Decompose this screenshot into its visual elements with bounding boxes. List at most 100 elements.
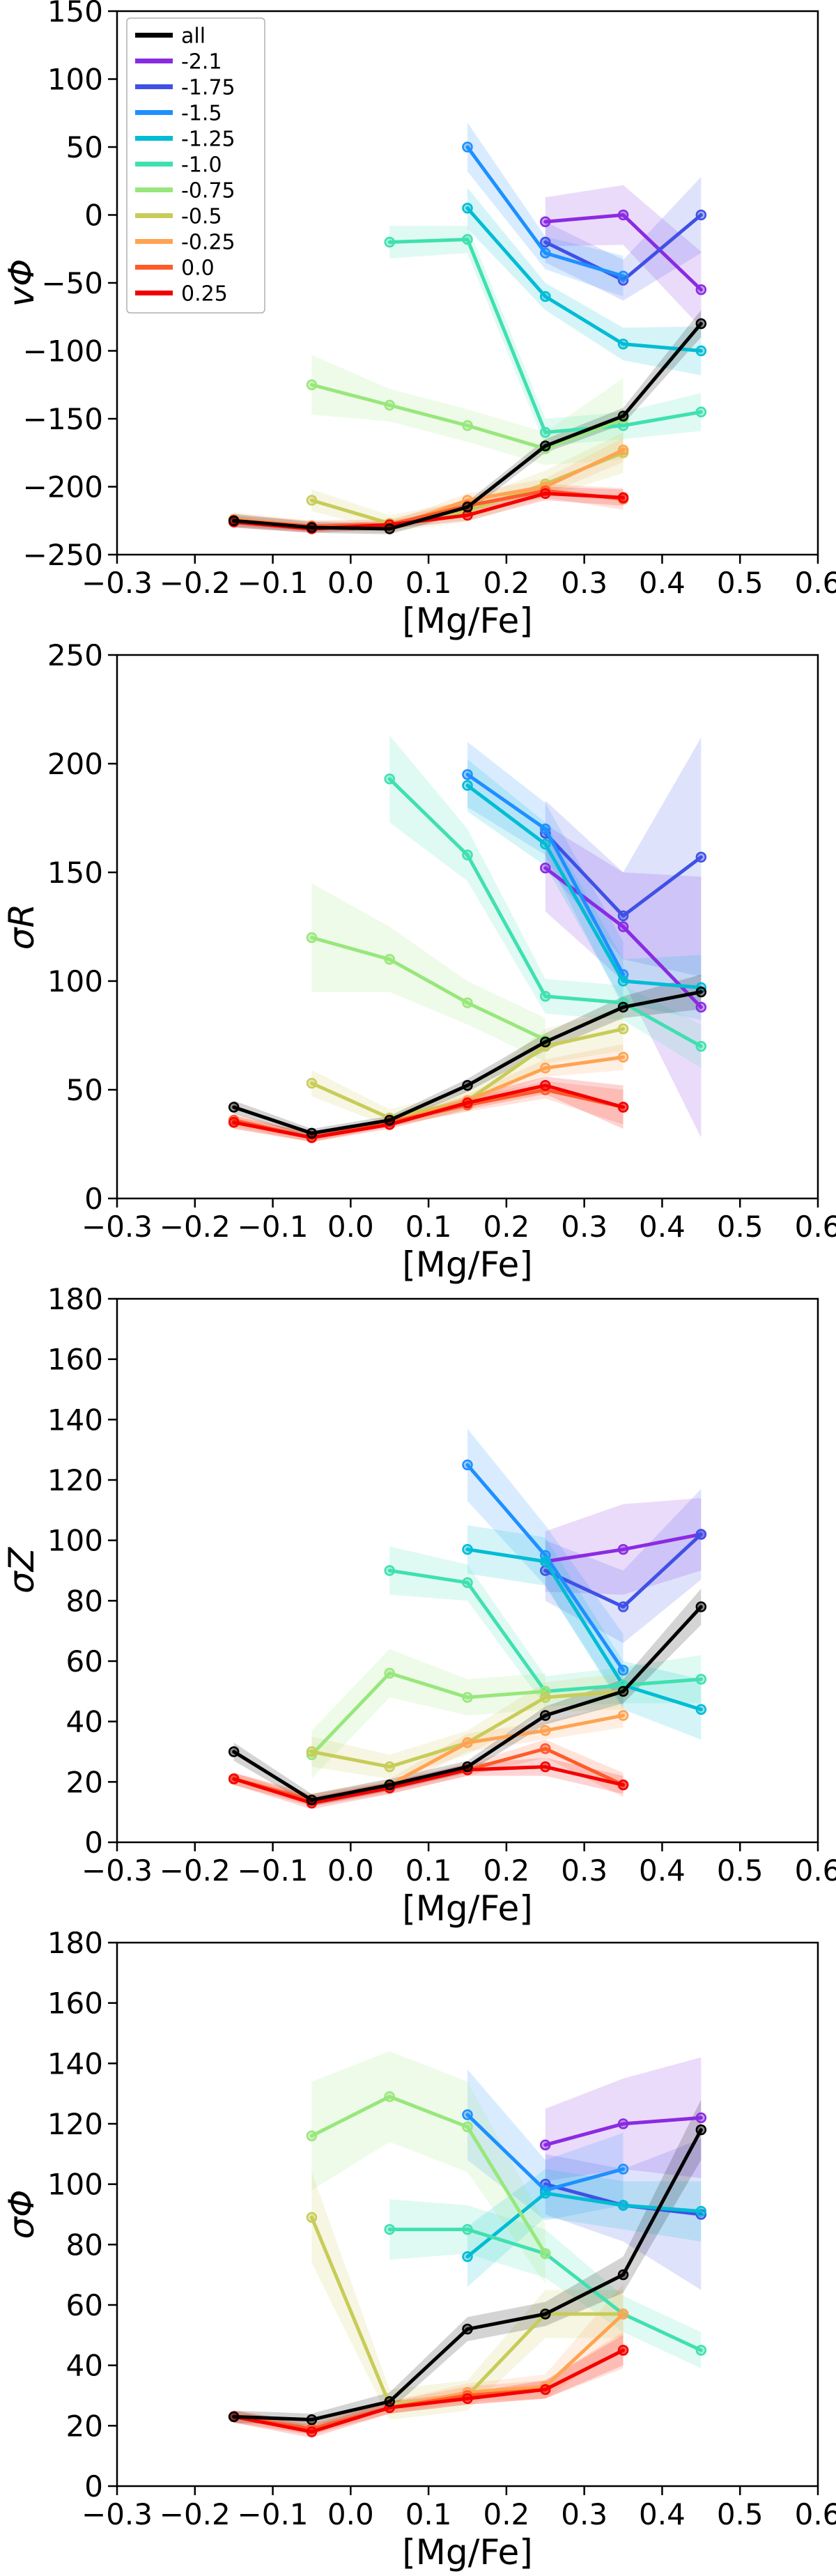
- legend-label-1-5: -1.5: [181, 102, 222, 126]
- svg-text:20: 20: [66, 1765, 103, 1799]
- x-axis-label: [Mg/Fe]: [402, 1888, 533, 1929]
- panel-sigma-z: −0.3 −0.2 −0.1 0.0 0.1 0.2 0.3 0.4 0.5 0.6 0 20 40 60…: [0, 1288, 836, 1931]
- svg-text:0: 0: [84, 1826, 103, 1860]
- svg-text:−200: −200: [23, 470, 103, 504]
- axes-box: [116, 1297, 819, 1844]
- band-0-75: [311, 883, 545, 1062]
- svg-text:180: 180: [47, 1931, 103, 1960]
- series-markers-0-75: [306, 2091, 551, 2260]
- legend-label-0-25: -0.25: [181, 231, 235, 255]
- series-markers-0-75: [306, 932, 551, 1045]
- band-2-1: [545, 185, 702, 328]
- svg-text:−0.3: −0.3: [82, 566, 153, 600]
- band-0-5: [311, 2172, 624, 2420]
- svg-text:−0.3: −0.3: [82, 1210, 153, 1244]
- svg-text:0.4: 0.4: [639, 1853, 686, 1888]
- legend-label-0-25: 0.25: [181, 282, 228, 307]
- svg-text:0.1: 0.1: [405, 566, 452, 600]
- svg-text:0.2: 0.2: [483, 1853, 529, 1888]
- svg-text:100: 100: [47, 1524, 103, 1558]
- series-markers-all: [228, 318, 707, 534]
- band-1-25: [467, 1525, 702, 1740]
- plot-area: [228, 735, 707, 1143]
- legend-label-1-25: -1.25: [181, 128, 235, 152]
- x-axis-label: [Mg/Fe]: [402, 2532, 533, 2573]
- series-markers-1-0: [384, 233, 707, 438]
- series-line-1-5: [465, 145, 626, 278]
- svg-text:0.5: 0.5: [717, 2497, 764, 2531]
- y-axis-label: vΦ: [1, 259, 42, 307]
- series-line-2-1: [543, 1532, 703, 1564]
- axes-box: [116, 1941, 819, 2488]
- legend-label-1-0: -1.0: [181, 153, 222, 178]
- svg-text:−0.3: −0.3: [82, 1853, 153, 1888]
- svg-text:0.3: 0.3: [561, 1853, 607, 1888]
- series-line-0-25: [232, 2348, 626, 2434]
- legend-label-2-1: -2.1: [181, 50, 222, 75]
- panel-sigma-r: −0.3 −0.2 −0.1 0.0 0.1 0.2 0.3 0.4 0.5 0.6 0 50 100 1…: [0, 644, 836, 1288]
- svg-text:0.0: 0.0: [327, 2497, 374, 2531]
- panel-vphi: −0.3 −0.2 −0.1 0.0 0.1 0.2 0.3 0.4 0.5 0.6 −250 −20…: [0, 0, 836, 644]
- svg-text:0.3: 0.3: [561, 566, 607, 600]
- svg-text:0.5: 0.5: [717, 1853, 764, 1888]
- band-1-5: [467, 2069, 624, 2221]
- series-line-1-25: [465, 783, 703, 989]
- series-markers-all: [228, 986, 707, 1139]
- svg-text:0.1: 0.1: [405, 1210, 452, 1244]
- band-0-5: [311, 1673, 624, 1779]
- series-line-1-25: [465, 206, 703, 353]
- svg-text:120: 120: [47, 2107, 103, 2141]
- svg-text:180: 180: [47, 1288, 103, 1316]
- axes-box: [116, 654, 819, 1200]
- svg-text:100: 100: [47, 2168, 103, 2202]
- series-line-1-25: [465, 2191, 703, 2259]
- series-markers-1-5: [462, 141, 629, 281]
- series-line-0-25: [232, 1765, 626, 1805]
- band-1-25: [467, 759, 702, 1021]
- svg-text:50: 50: [66, 1073, 103, 1107]
- svg-text:0.2: 0.2: [483, 2497, 529, 2531]
- svg-text:150: 150: [47, 856, 103, 890]
- series-line-2-1: [543, 2115, 703, 2147]
- series-line-all: [232, 2128, 703, 2422]
- svg-text:−0.2: −0.2: [160, 1210, 231, 1244]
- band-0-75: [311, 1649, 545, 1779]
- svg-text:0: 0: [84, 1182, 103, 1216]
- series-markers-2-1: [540, 863, 707, 1013]
- svg-text:0.2: 0.2: [483, 566, 529, 600]
- svg-text:0.6: 0.6: [795, 2497, 836, 2531]
- y-axis-ticks: 0 20 40 60 80 100 120 140 160 180: [47, 1931, 117, 2504]
- y-axis-ticks: 0 20 40 60 80 100 120 140 160 180: [47, 1288, 117, 1860]
- svg-text:200: 200: [47, 747, 103, 781]
- band-0-25: [233, 1044, 624, 1142]
- chart-svg: −0.3 −0.2 −0.1 0.0 0.1 0.2 0.3 0.4 0.5 0.6 0 20 40 60…: [1, 1931, 836, 2573]
- series-line-all: [232, 990, 703, 1135]
- x-axis-ticks: −0.3 −0.2 −0.1 0.0 0.1 0.2 0.3 0.4 0.5 0.6: [82, 555, 836, 600]
- band-0-75: [311, 355, 624, 465]
- legend-label-0-5: -0.5: [181, 205, 222, 229]
- series-line-2-1: [543, 213, 703, 292]
- series-line-1-5: [465, 2113, 626, 2192]
- series-line-1-5: [465, 1463, 626, 1672]
- series-markers-2-1: [540, 2112, 707, 2151]
- band-1-0: [389, 2199, 702, 2368]
- x-axis-label: [Mg/Fe]: [402, 601, 533, 641]
- series-line-0-25: [232, 1083, 626, 1140]
- svg-text:−50: −50: [41, 266, 103, 300]
- svg-text:−0.1: −0.1: [238, 566, 309, 600]
- svg-text:0: 0: [84, 199, 103, 233]
- svg-text:140: 140: [47, 2046, 103, 2081]
- series-markers-1-25: [462, 2187, 707, 2262]
- legend-label-1-75: -1.75: [181, 76, 235, 100]
- series-line-1-75: [543, 1532, 703, 1609]
- svg-text:80: 80: [66, 2228, 103, 2262]
- y-axis-ticks: 0 50 100 150 200 250: [47, 644, 117, 1216]
- svg-text:0.5: 0.5: [717, 566, 764, 600]
- series-line-0-75: [309, 1671, 548, 1757]
- svg-text:0.6: 0.6: [795, 1210, 836, 1244]
- svg-text:0.1: 0.1: [405, 2497, 452, 2531]
- band-1-75: [545, 2138, 702, 2290]
- band-0-25: [233, 2283, 624, 2435]
- svg-text:−0.1: −0.1: [238, 1853, 309, 1888]
